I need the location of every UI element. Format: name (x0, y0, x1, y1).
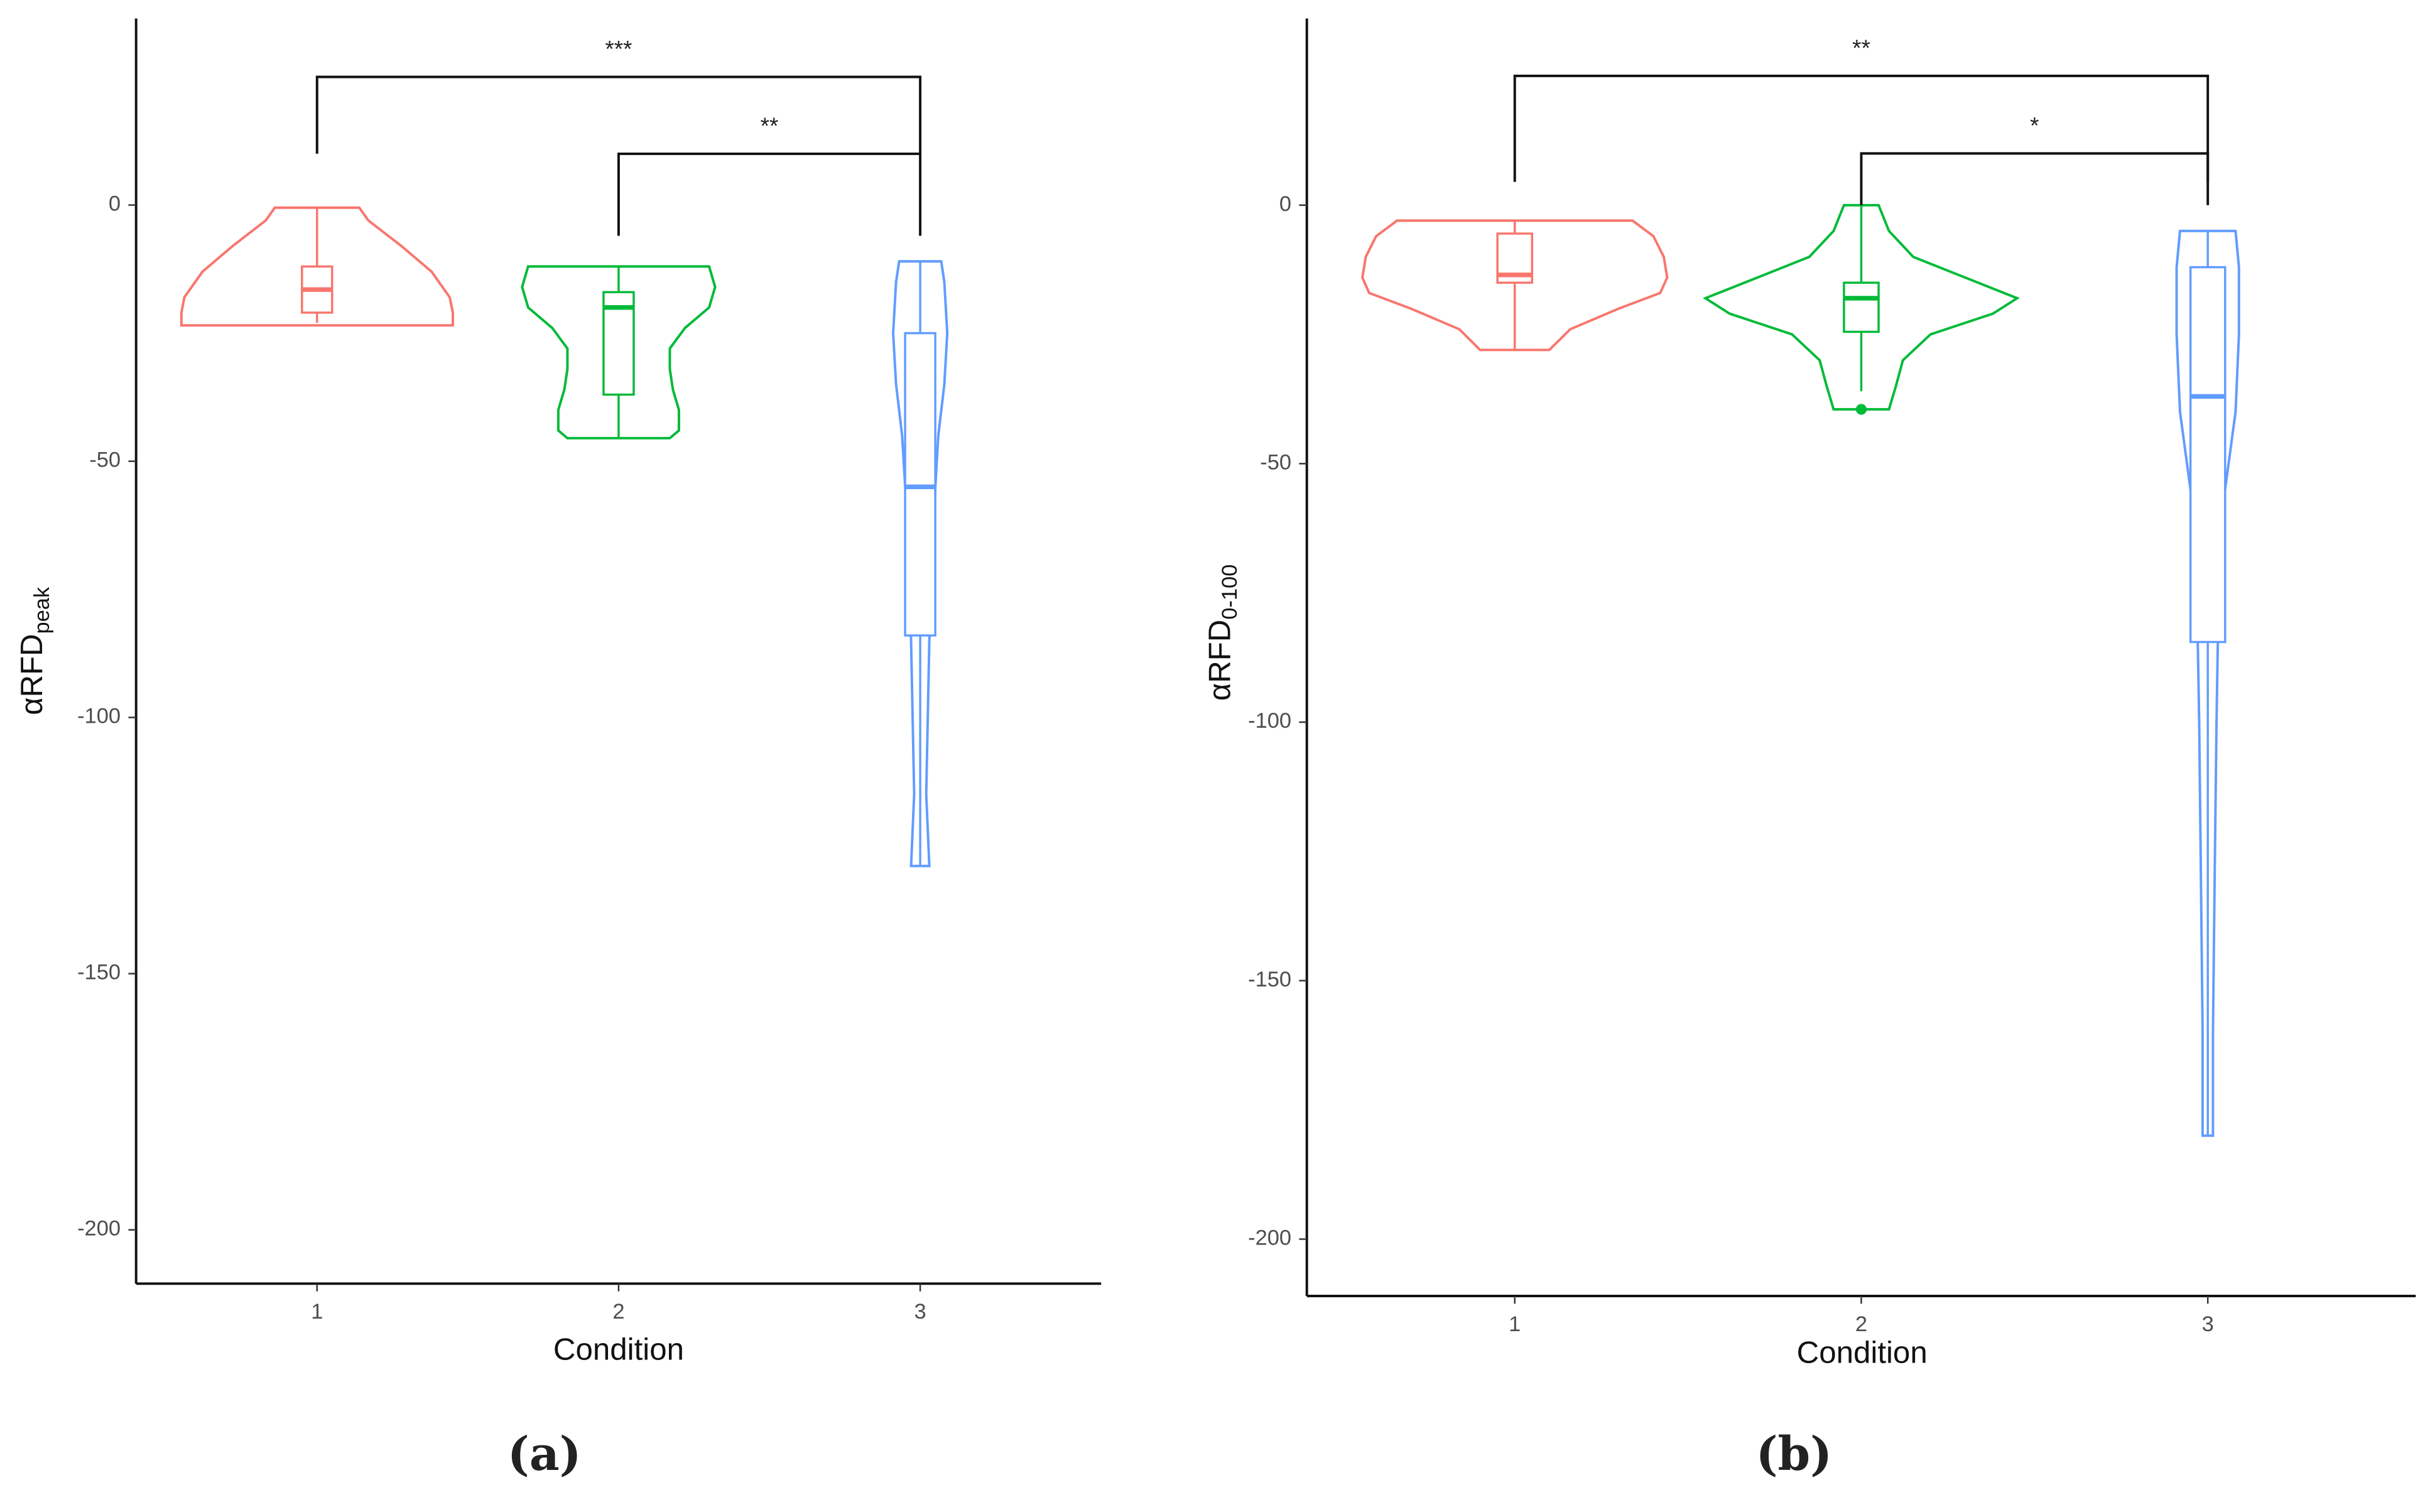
y-tick-label: -100 (77, 705, 121, 728)
y-tick-label: -200 (1248, 1226, 1291, 1250)
x-axis-title: Condition (553, 1332, 684, 1366)
significance-label: *** (605, 36, 632, 62)
significance-bracket (315, 75, 922, 154)
x-tick-label: 3 (2202, 1312, 2214, 1336)
x-tick-label: 2 (1855, 1312, 1867, 1336)
violin (2175, 229, 2240, 1137)
significance-label: * (2030, 112, 2039, 138)
violin (1702, 203, 2020, 411)
significance-bracket (1860, 152, 2210, 205)
significance-label: ** (761, 113, 779, 139)
y-axis-title-main: αRFD (1202, 620, 1237, 701)
box (2189, 266, 2227, 644)
significance-bracket (617, 152, 922, 236)
y-tick-label: -50 (89, 448, 121, 472)
x-tick-label: 2 (612, 1300, 624, 1324)
x-axis-title: Condition (1797, 1335, 1928, 1369)
box (1843, 281, 1880, 333)
outlier (1855, 404, 1867, 415)
x-tick-label: 1 (1509, 1312, 1521, 1336)
y-axis-title: αRFD0-100 (1202, 564, 1242, 701)
x-tick-label: 1 (311, 1300, 323, 1324)
y-tick-label: -150 (1248, 968, 1291, 991)
y-axis-title-sub: peak (30, 586, 54, 634)
y-tick-label: -200 (77, 1217, 121, 1241)
y-tick-label: -50 (1260, 451, 1291, 475)
caption: (b) (1756, 1427, 1833, 1481)
y-tick-label: 0 (1279, 192, 1291, 216)
caption: (a) (507, 1427, 582, 1481)
significance-label: ** (1852, 35, 1870, 61)
y-axis-title-main: αRFD (14, 634, 49, 715)
y-tick-label: -100 (1248, 709, 1291, 733)
violin (892, 260, 949, 868)
violin (1361, 219, 1669, 352)
y-tick-label: 0 (109, 192, 121, 216)
violin (180, 206, 454, 327)
box (904, 332, 936, 637)
violin (521, 265, 717, 440)
y-tick-label: -150 (77, 961, 121, 985)
significance-bracket (1513, 74, 2210, 182)
y-axis-title: αRFDpeak (14, 586, 54, 715)
y-axis-title-sub: 0-100 (1218, 564, 1242, 620)
x-tick-label: 3 (914, 1300, 926, 1324)
